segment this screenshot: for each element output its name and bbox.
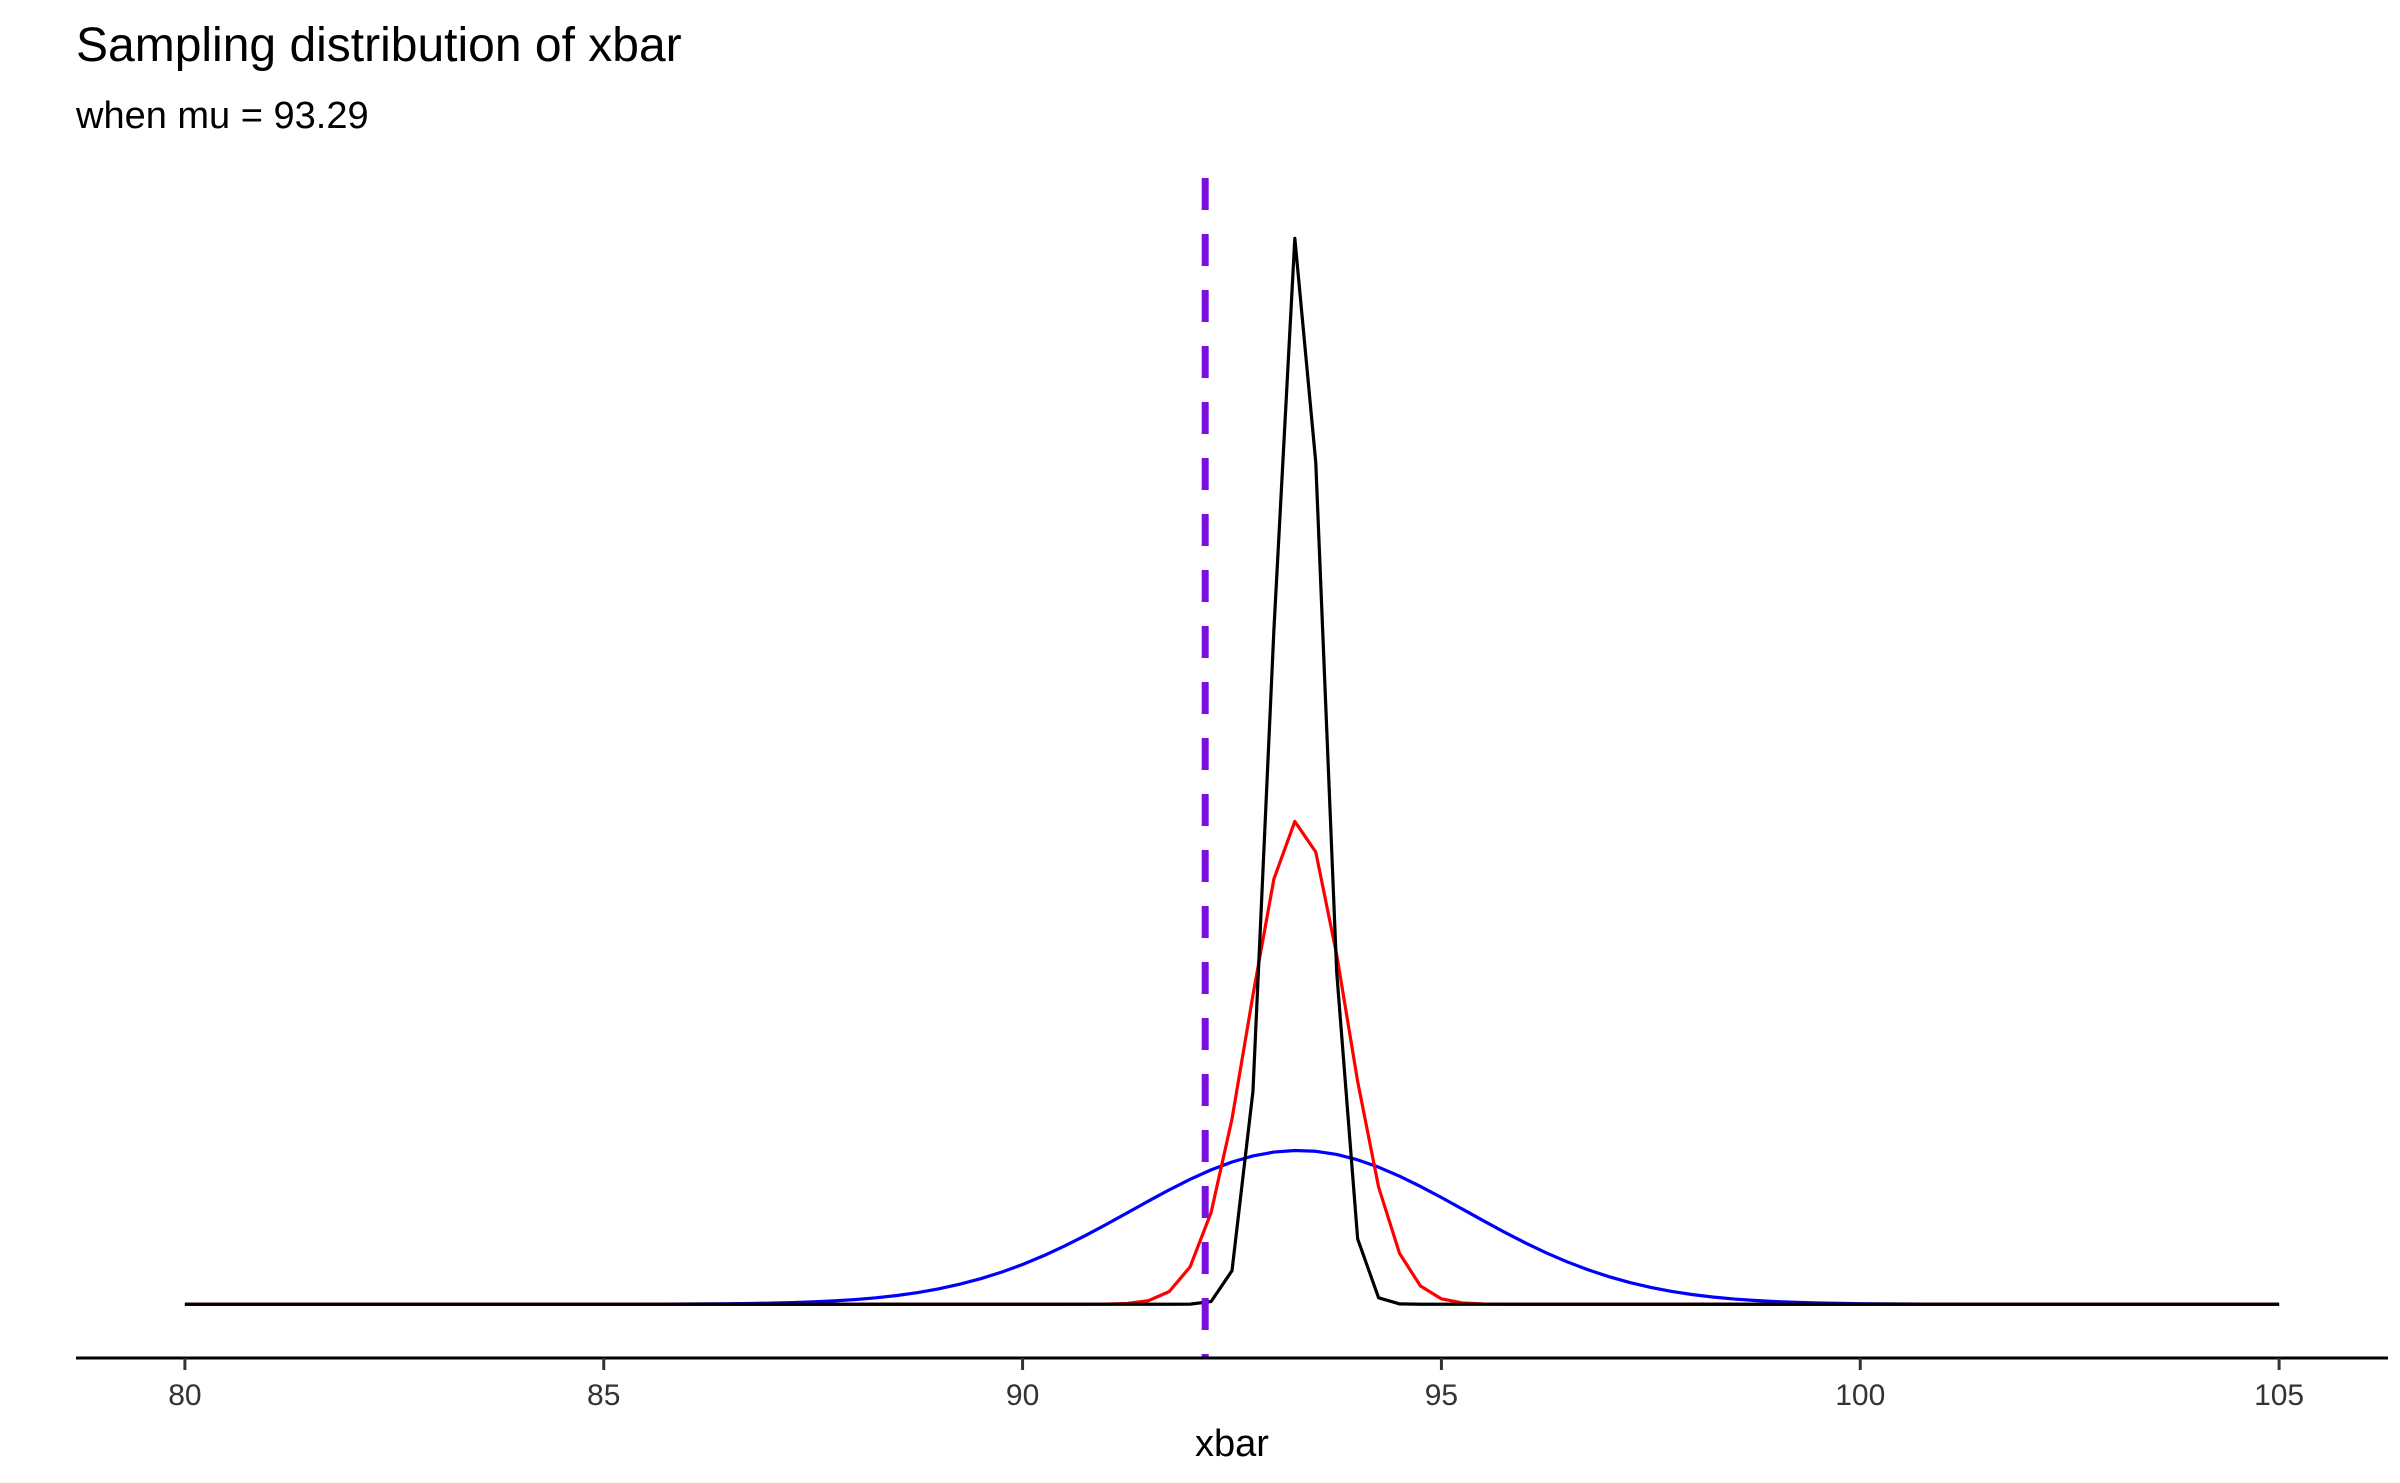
x-tick-label: 80 [168,1379,201,1412]
x-axis: 80 85 90 95 100 105 [168,1358,2304,1412]
x-tick-label: 100 [1835,1379,1885,1412]
series-line-3 [184,236,2280,1306]
x-tick-label: 90 [1006,1379,1039,1412]
x-tick-label: 105 [2254,1379,2304,1412]
chart-title: Sampling distribution of xbar [76,19,682,72]
x-tick-label: 95 [1425,1379,1458,1412]
series-line-2 [184,819,2280,1306]
series-line-1 [184,1148,2280,1306]
x-tick-label: 85 [587,1379,620,1412]
chart-subtitle: when mu = 93.29 [75,95,369,137]
plot-area [184,178,2280,1358]
x-axis-title: xbar [1195,1423,1269,1465]
